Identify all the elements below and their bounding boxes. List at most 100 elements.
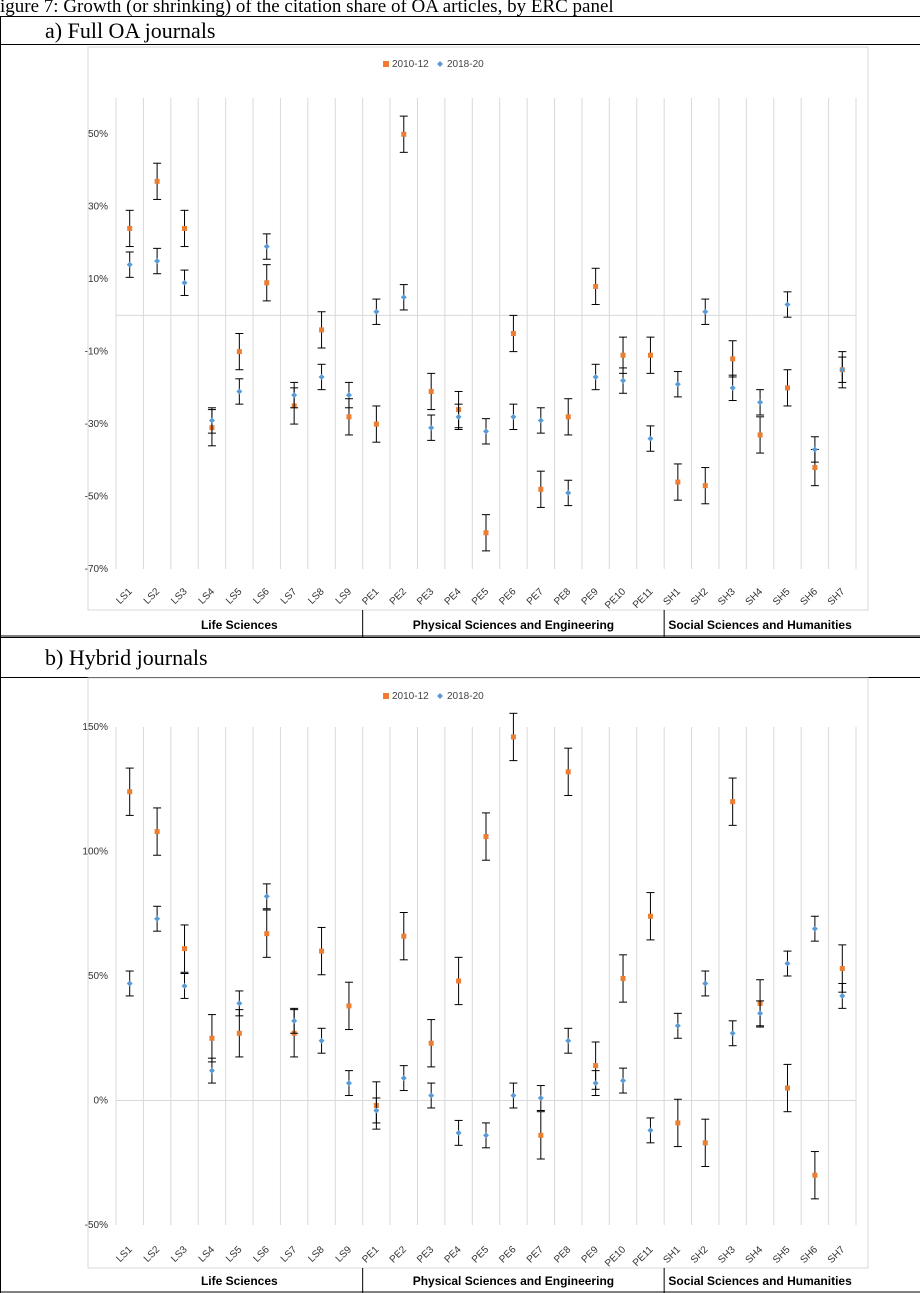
category-label: LS8 xyxy=(306,1244,327,1265)
data-point xyxy=(728,777,737,826)
data-point xyxy=(810,915,819,942)
marker-2018-20 xyxy=(565,489,572,496)
marker-2010-12 xyxy=(593,283,599,289)
data-point xyxy=(482,514,490,552)
category-label: LS8 xyxy=(306,586,327,607)
group-label: Life Sciences xyxy=(201,1274,278,1288)
data-point xyxy=(783,369,792,407)
data-point xyxy=(728,340,737,378)
data-point xyxy=(728,374,737,402)
data-point xyxy=(262,233,271,260)
category-label: PE9 xyxy=(580,1244,601,1265)
marker-2018-20 xyxy=(483,1132,489,1139)
y-tick-label: 30% xyxy=(88,202,108,213)
data-point xyxy=(344,381,353,409)
marker-2018-20 xyxy=(318,373,325,380)
chart-area-border xyxy=(87,46,869,611)
marker-2018-20 xyxy=(729,384,736,391)
category-label: PE10 xyxy=(603,586,628,611)
marker-2018-20 xyxy=(729,1030,736,1037)
data-point xyxy=(509,712,518,762)
marker-2018-20 xyxy=(811,925,818,932)
legend-marker-2010-12 xyxy=(383,61,389,67)
marker-2010-12 xyxy=(456,978,462,984)
data-point xyxy=(454,1119,463,1146)
marker-2010-12 xyxy=(346,1003,352,1009)
category-label: SH3 xyxy=(716,1244,738,1266)
y-tick-label: 50% xyxy=(88,971,108,982)
marker-2018-20 xyxy=(291,1017,298,1024)
group-label: Life Sciences xyxy=(201,618,278,632)
marker-2010-12 xyxy=(702,483,708,489)
marker-2010-12 xyxy=(319,327,325,333)
marker-2010-12 xyxy=(538,486,544,492)
category-label: SH1 xyxy=(661,1244,683,1266)
marker-2010-12 xyxy=(702,1140,708,1146)
data-point xyxy=(207,1014,216,1063)
data-point xyxy=(125,209,134,248)
category-label: PE1 xyxy=(360,1244,381,1265)
marker-2010-12 xyxy=(154,178,160,184)
data-point xyxy=(756,1000,765,1027)
category-label: SH4 xyxy=(744,586,766,608)
category-label: LS2 xyxy=(142,586,163,607)
data-point xyxy=(344,1070,353,1097)
category-label: LS6 xyxy=(251,1244,272,1265)
data-point xyxy=(646,892,655,941)
marker-2018-20 xyxy=(620,377,627,384)
y-tick-label: -10% xyxy=(85,347,108,358)
data-point xyxy=(564,398,573,436)
marker-2010-12 xyxy=(647,913,653,919)
category-label: LS9 xyxy=(334,1244,355,1265)
legend-marker-2018-20 xyxy=(437,693,443,699)
data-point xyxy=(125,251,134,278)
category-label: PE6 xyxy=(497,586,518,607)
category-label: PE4 xyxy=(443,1244,464,1265)
y-tick-label: -70% xyxy=(85,564,108,575)
data-point xyxy=(838,356,847,383)
marker-2018-20 xyxy=(757,1010,764,1017)
marker-2018-20 xyxy=(537,1095,544,1102)
category-label: LS5 xyxy=(224,1244,245,1265)
marker-2018-20 xyxy=(428,1092,435,1099)
category-label: SH7 xyxy=(826,1244,848,1266)
category-label: PE2 xyxy=(388,1244,409,1265)
marker-2010-12 xyxy=(127,789,133,795)
category-label: SH6 xyxy=(798,1244,820,1266)
marker-2018-20 xyxy=(291,392,298,399)
data-point xyxy=(125,970,134,997)
marker-2018-20 xyxy=(702,980,709,987)
marker-2018-20 xyxy=(757,399,764,406)
data-point xyxy=(509,1082,518,1109)
marker-2018-20 xyxy=(839,992,846,999)
data-point xyxy=(262,883,271,910)
data-point xyxy=(810,436,819,463)
data-point xyxy=(153,247,162,275)
data-point xyxy=(619,367,628,394)
marker-2010-12 xyxy=(127,225,133,231)
legend: 2010-12 2018-20 xyxy=(383,59,484,70)
marker-2018-20 xyxy=(620,1077,627,1084)
legend-label-2018-20: 2018-20 xyxy=(447,59,484,70)
data-point xyxy=(454,403,463,431)
marker-2018-20 xyxy=(483,428,489,435)
data-point xyxy=(180,924,189,973)
data-point xyxy=(427,1019,436,1068)
data-point xyxy=(564,747,573,796)
data-point xyxy=(701,1118,710,1167)
data-point xyxy=(783,1063,792,1113)
data-point xyxy=(619,1067,628,1094)
data-point xyxy=(701,467,710,505)
marker-2010-12 xyxy=(839,966,845,972)
marker-2010-12 xyxy=(565,769,571,775)
category-label: PE3 xyxy=(415,1244,436,1265)
data-point xyxy=(427,414,436,441)
data-point xyxy=(564,479,573,507)
marker-2018-20 xyxy=(154,915,161,922)
marker-2018-20 xyxy=(345,392,352,399)
category-label: SH5 xyxy=(771,586,793,608)
marker-2010-12 xyxy=(565,414,571,420)
data-point xyxy=(591,1070,600,1097)
marker-2018-20 xyxy=(126,261,133,268)
data-point xyxy=(482,812,490,861)
